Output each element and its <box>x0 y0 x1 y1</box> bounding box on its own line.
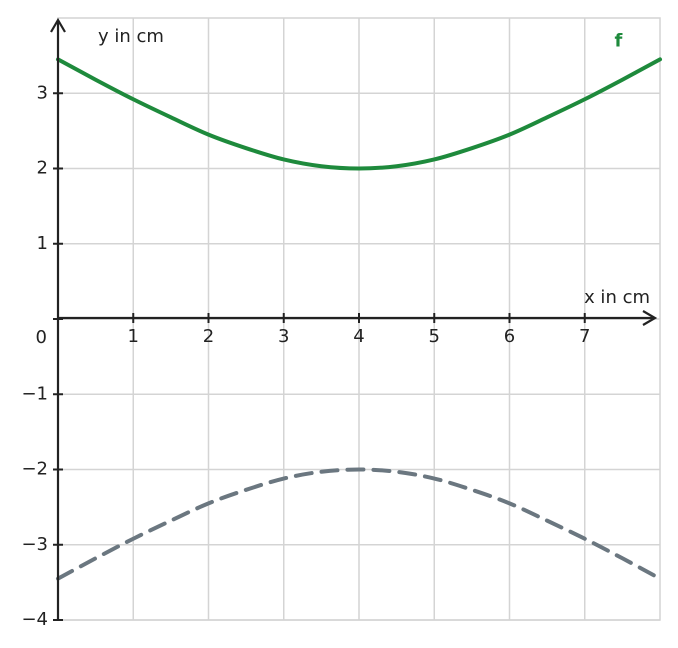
y-tick-label: 2 <box>37 158 48 179</box>
y-tick-label: 1 <box>37 233 48 254</box>
y-tick-label: −2 <box>21 459 48 480</box>
y-tick-label: 0 <box>36 327 47 348</box>
x-tick-label: 6 <box>504 326 515 347</box>
axes <box>50 17 658 620</box>
series-label: f <box>614 31 622 52</box>
x-axis-label: x in cm <box>584 287 650 308</box>
x-tick-label: 3 <box>278 326 289 347</box>
x-tick-label: 5 <box>429 326 440 347</box>
series-line <box>56 57 662 171</box>
y-tick-label: −1 <box>21 383 48 404</box>
x-tick-label: 7 <box>579 326 590 347</box>
lines <box>56 57 662 581</box>
x-tick-label: 2 <box>203 326 214 347</box>
x-arrow <box>642 310 658 326</box>
series-line <box>56 467 662 581</box>
x-tick-label: 4 <box>353 326 364 347</box>
y-tick-label: 3 <box>37 82 48 103</box>
y-arrow <box>50 17 66 33</box>
y-tick-label: −4 <box>21 609 48 630</box>
x-tick-label: 1 <box>128 326 139 347</box>
y-tick-label: −3 <box>21 534 48 555</box>
y-axis-label: y in cm <box>98 26 164 47</box>
